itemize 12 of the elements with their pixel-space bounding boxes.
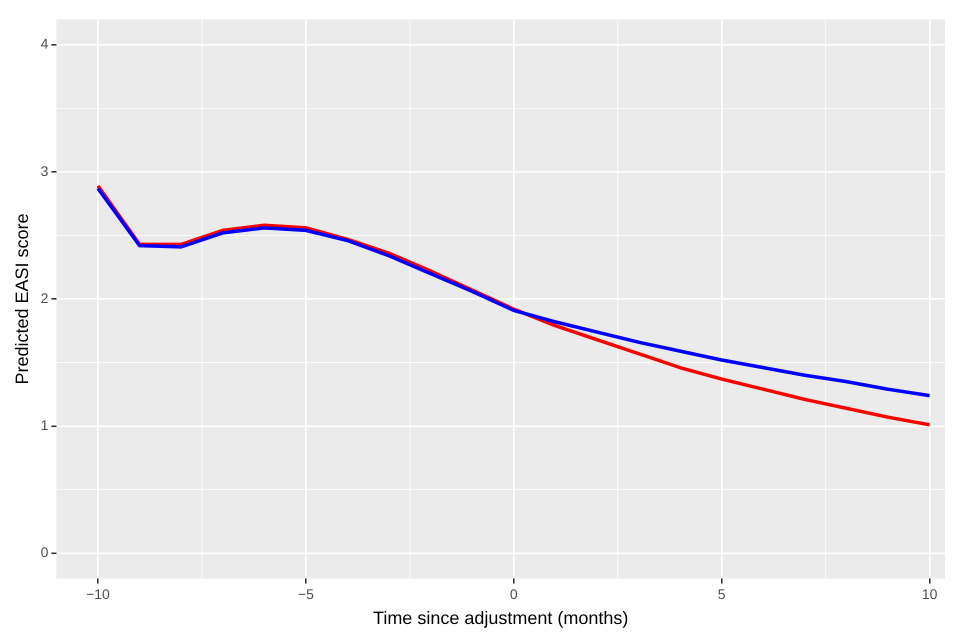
- x-tick-label: 0: [510, 586, 518, 602]
- x-tick-label: 10: [922, 586, 938, 602]
- y-tick-label: 0: [40, 544, 49, 560]
- x-tick-label: −5: [298, 586, 314, 602]
- y-tick-label: 4: [40, 36, 49, 52]
- y-axis-title: Predicted EASI score: [12, 213, 32, 385]
- x-tick-label: −10: [86, 586, 110, 602]
- y-tick-label: 2: [40, 290, 49, 306]
- y-tick-label: 1: [40, 416, 49, 433]
- x-tick-label: 5: [718, 586, 726, 602]
- x-axis-title: Time since adjustment (months): [372, 608, 628, 628]
- y-tick-label: 3: [40, 162, 49, 179]
